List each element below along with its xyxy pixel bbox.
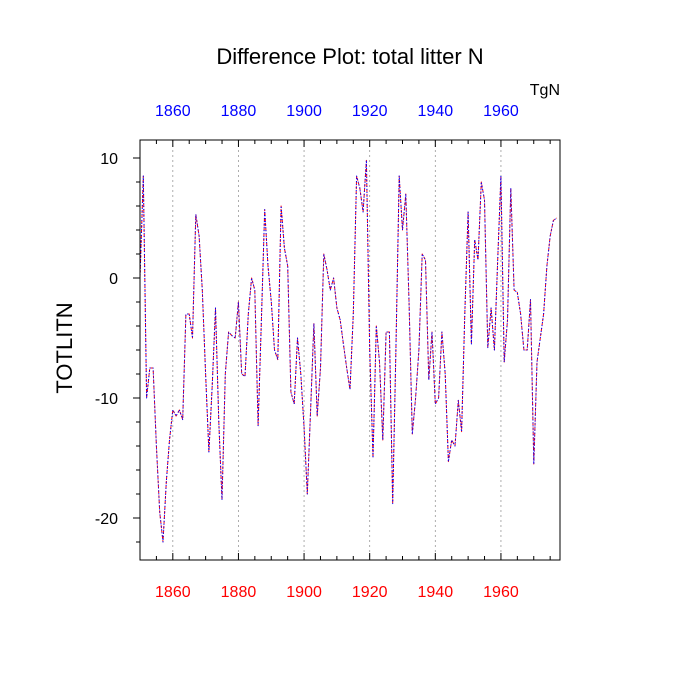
data-series xyxy=(139,159,557,543)
x-tick-label-bottom-1960: 1960 xyxy=(483,584,519,601)
x-tick-label-bottom-1880: 1880 xyxy=(221,584,257,601)
x-tick-label-top-1900: 1900 xyxy=(286,103,322,120)
plot-frame xyxy=(139,139,561,561)
x-tick-label-top-1860: 1860 xyxy=(155,103,191,120)
y-tick-label--10: -10 xyxy=(95,391,118,408)
x-tick-label-top-1940: 1940 xyxy=(418,103,454,120)
x-tick-label-top-1880: 1880 xyxy=(221,103,257,120)
axis-ticks xyxy=(133,140,551,560)
y-tick-label-0: 0 xyxy=(109,271,118,288)
y-tick-label--20: -20 xyxy=(95,511,118,528)
x-tick-label-bottom-1860: 1860 xyxy=(155,584,191,601)
series-line-blue xyxy=(139,159,557,543)
y-tick-label-10: 10 xyxy=(100,151,118,168)
tick-labels: 1860 1860 1880 1880 1900 1900 1920 1920 1940 1940… xyxy=(95,103,519,601)
units-label: TgN xyxy=(530,82,560,99)
chart-title: Difference Plot: total litter N xyxy=(216,44,483,69)
x-tick-label-bottom-1920: 1920 xyxy=(352,584,388,601)
series-line-red xyxy=(139,159,557,543)
x-tick-label-bottom-1940: 1940 xyxy=(418,584,454,601)
x-tick-label-top-1920: 1920 xyxy=(352,103,388,120)
grid-lines xyxy=(172,140,502,560)
x-tick-label-bottom-1900: 1900 xyxy=(286,584,322,601)
x-tick-label-top-1960: 1960 xyxy=(483,103,519,120)
y-axis-label: TOTLITN xyxy=(52,302,77,393)
